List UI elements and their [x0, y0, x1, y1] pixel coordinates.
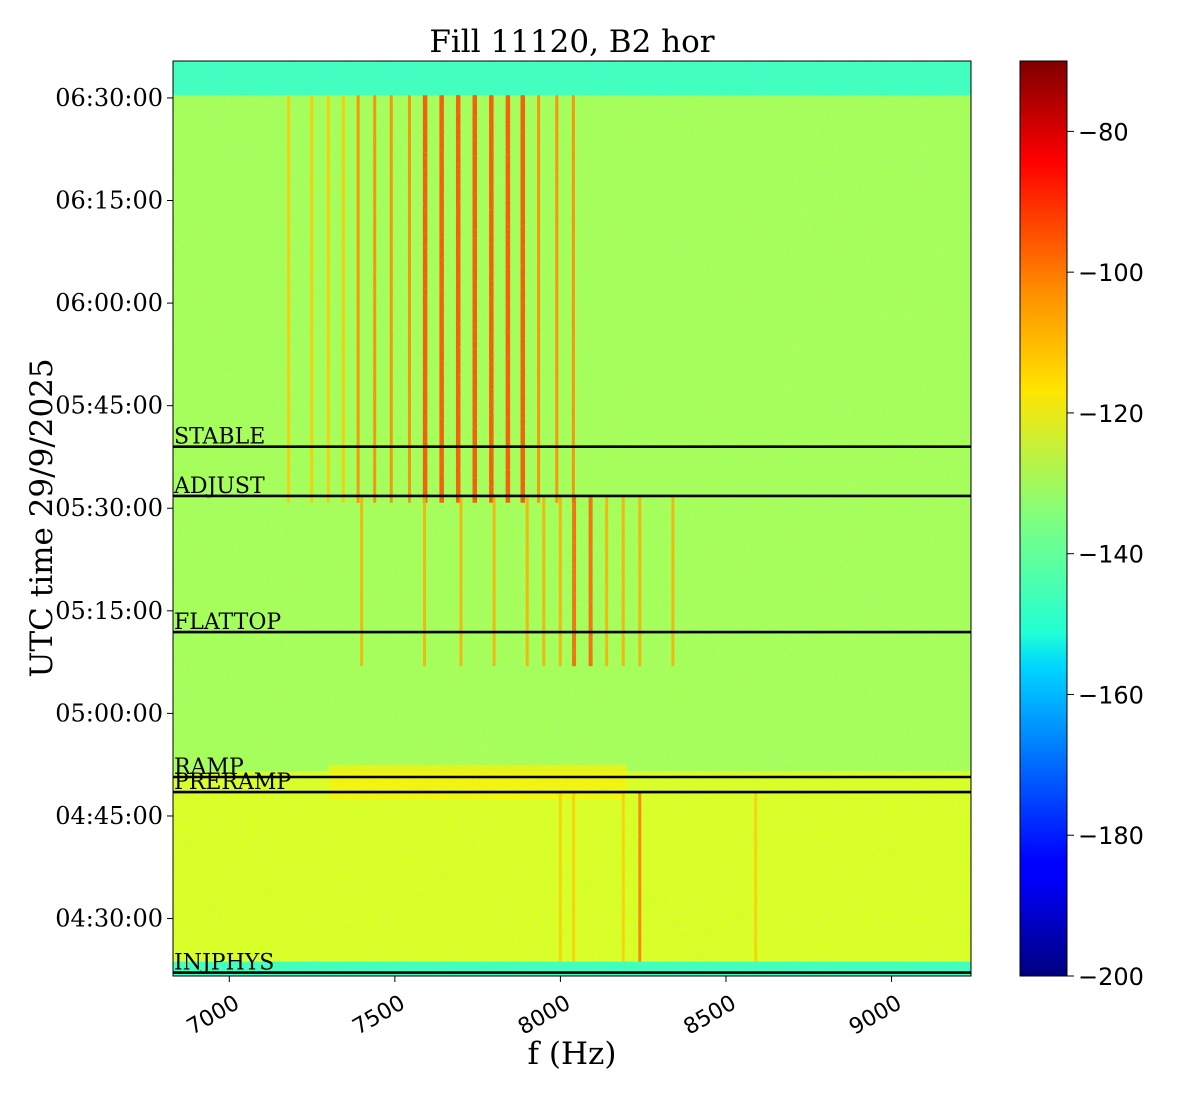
colorbar-tick-label: −80 — [1078, 118, 1129, 146]
chart-title: Fill 11120, B2 hor — [429, 24, 714, 60]
colorbar-ticks: −200 −180 −160 −140 −120 −100 −80 — [1067, 118, 1144, 991]
beam-mode-label: RAMP — [174, 755, 244, 780]
x-tick-label: 7500 — [348, 991, 409, 1041]
beam-mode-label: PRERAMP — [174, 770, 291, 795]
colorbar-tick-label: −200 — [1078, 963, 1144, 991]
colorbar-tick-label: −180 — [1078, 822, 1144, 850]
beam-mode-label: INJPHYS — [174, 951, 274, 976]
colorbar-tick-label: −100 — [1078, 259, 1144, 287]
colorbar-gradient — [1019, 60, 1068, 977]
y-tick-label: 05:45:00 — [55, 392, 163, 420]
x-axis: 7000 7500 8000 8500 9000 — [183, 976, 906, 1040]
colorbar-tick-label: −140 — [1078, 541, 1144, 569]
plot-frame — [172, 60, 972, 977]
y-tick-label: 05:30:00 — [55, 494, 163, 522]
y-tick-label: 05:00:00 — [55, 699, 163, 727]
y-tick-label: 06:00:00 — [55, 289, 163, 317]
colorbar: −200 −180 −160 −140 −120 −100 −80 — [1019, 60, 1144, 991]
y-tick-label: 06:15:00 — [55, 187, 163, 215]
beam-mode-label: FLATTOP — [174, 610, 281, 635]
x-tick-label: 9000 — [845, 991, 906, 1041]
y-tick-label: 04:30:00 — [55, 905, 163, 933]
x-tick-label: 8000 — [514, 991, 575, 1041]
noise-speckle — [173, 61, 971, 976]
y-axis: 04:30:00 04:45:00 05:00:00 05:15:00 05:30:00… — [55, 84, 173, 933]
x-tick-label: 7000 — [183, 991, 244, 1041]
x-tick-label: 8500 — [680, 991, 741, 1041]
colorbar-tick-label: −120 — [1078, 400, 1144, 428]
y-tick-label: 05:15:00 — [55, 597, 163, 625]
y-tick-label: 04:45:00 — [55, 802, 163, 830]
beam-mode-label: ADJUST — [173, 474, 265, 499]
colorbar-tick-label: −160 — [1078, 681, 1144, 709]
y-axis-label: UTC time 29/9/2025 — [24, 358, 60, 677]
beam-mode-label: STABLE — [174, 425, 265, 450]
x-axis-label: f (Hz) — [528, 1036, 617, 1072]
y-tick-label: 06:30:00 — [55, 84, 163, 112]
